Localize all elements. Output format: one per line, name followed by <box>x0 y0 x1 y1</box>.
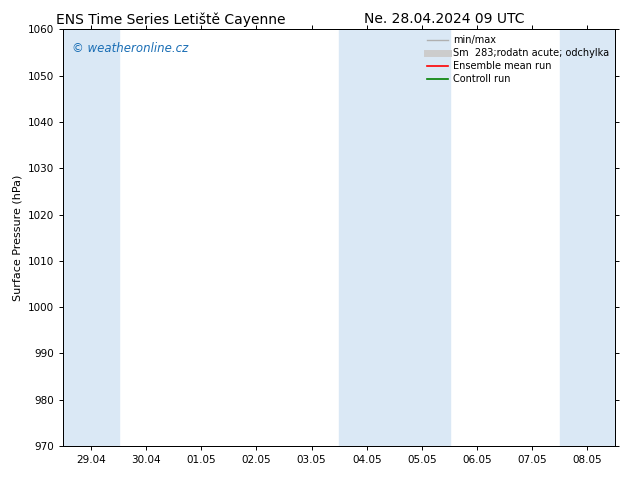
Text: ENS Time Series Letiště Cayenne: ENS Time Series Letiště Cayenne <box>56 12 286 27</box>
Y-axis label: Surface Pressure (hPa): Surface Pressure (hPa) <box>13 174 23 301</box>
Bar <box>339 29 450 446</box>
Text: © weatheronline.cz: © weatheronline.cz <box>72 42 188 55</box>
Bar <box>63 29 119 446</box>
Legend: min/max, Sm  283;rodatn acute; odchylka, Ensemble mean run, Controll run: min/max, Sm 283;rodatn acute; odchylka, … <box>423 31 613 88</box>
Bar <box>560 29 631 446</box>
Text: Ne. 28.04.2024 09 UTC: Ne. 28.04.2024 09 UTC <box>363 12 524 26</box>
